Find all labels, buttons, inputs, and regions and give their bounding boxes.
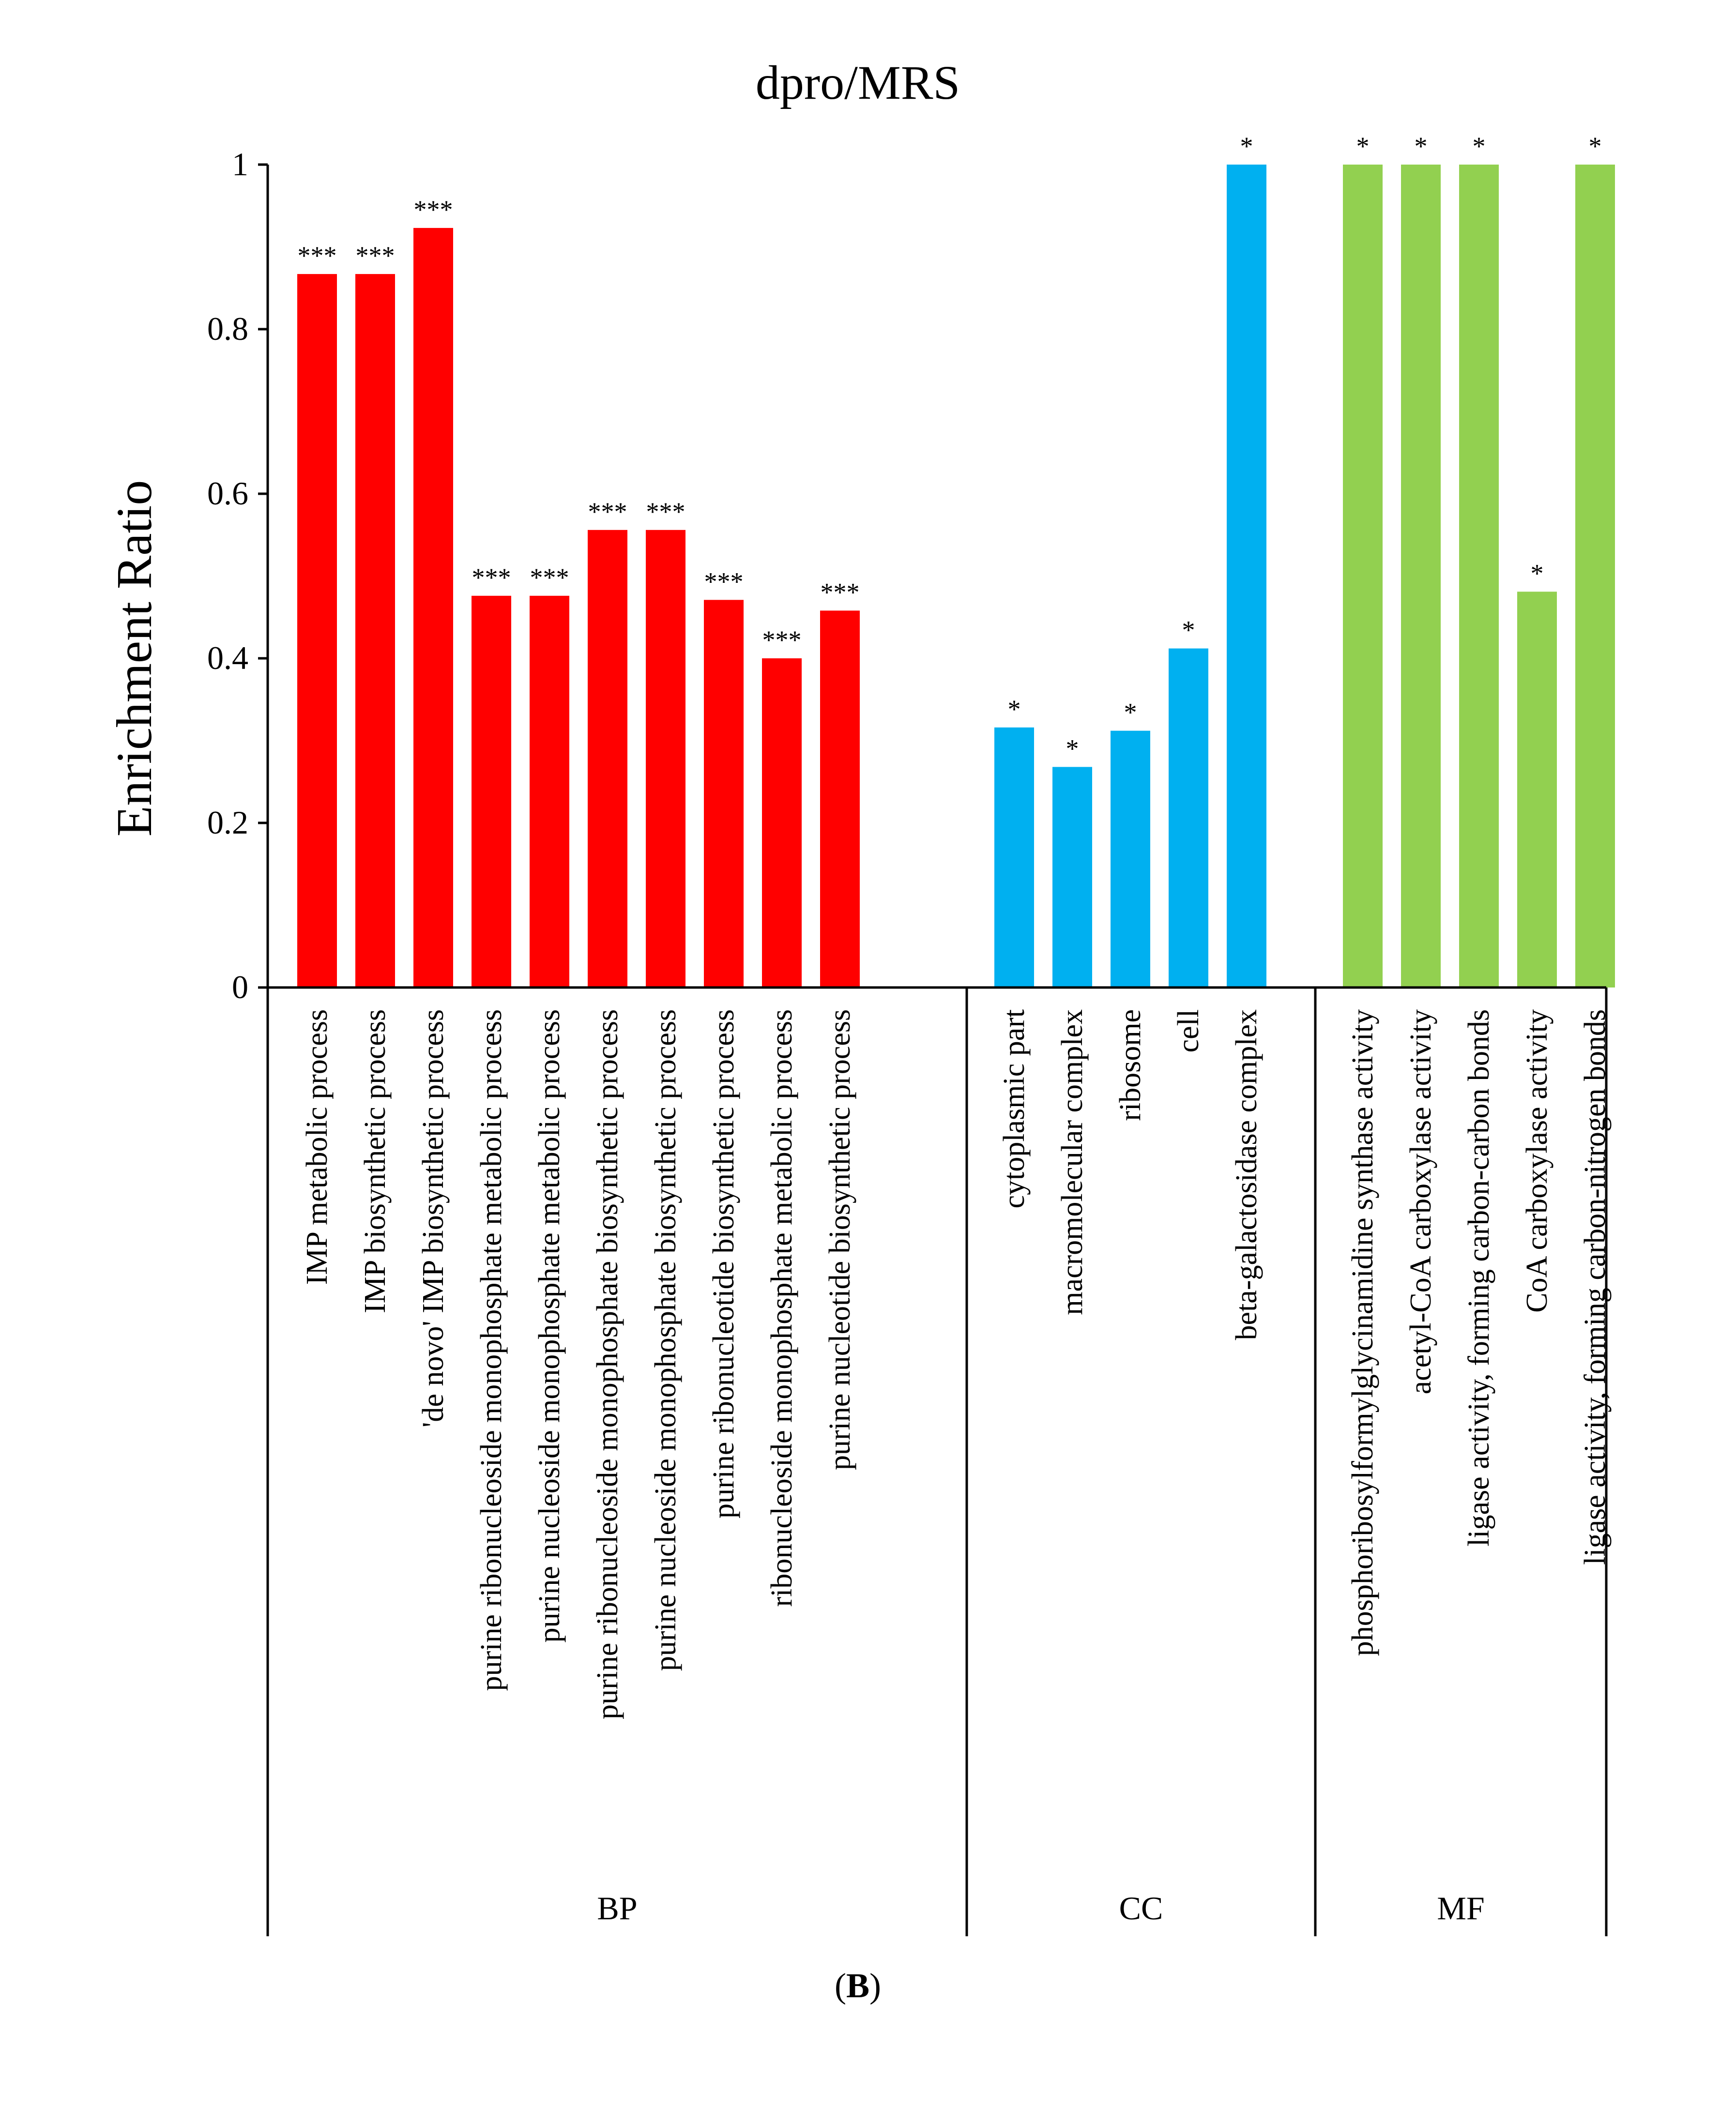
bar-bp bbox=[530, 595, 569, 987]
bar-bp bbox=[646, 530, 685, 987]
bar-cc bbox=[1052, 767, 1092, 987]
bar-bp bbox=[762, 658, 802, 987]
significance-marker: *** bbox=[762, 625, 802, 654]
panel-label-open: ( bbox=[835, 1966, 846, 2005]
category-label: beta-galactosidase complex bbox=[1230, 1009, 1263, 1340]
significance-marker: *** bbox=[298, 241, 337, 270]
y-tick-label: 0.4 bbox=[207, 639, 248, 676]
bar-bp bbox=[297, 274, 337, 987]
bar-bp bbox=[704, 600, 744, 987]
y-axis-label: Enrichment Ratio bbox=[107, 480, 162, 836]
significance-marker: * bbox=[1356, 132, 1370, 161]
bar-cc bbox=[1169, 648, 1208, 987]
bar-bp bbox=[413, 228, 453, 987]
significance-marker: *** bbox=[704, 567, 744, 596]
category-label: phosphoribosylformylglycinamidine syntha… bbox=[1346, 1009, 1379, 1656]
panel-label: (B) bbox=[835, 1966, 881, 2005]
significance-marker: *** bbox=[472, 563, 511, 592]
y-tick-label: 0 bbox=[232, 969, 248, 1005]
panel-label-close: ) bbox=[869, 1966, 881, 2005]
significance-marker: * bbox=[1473, 132, 1486, 161]
category-label: acetyl-CoA carboxylase activity bbox=[1404, 1009, 1437, 1394]
significance-marker: *** bbox=[646, 497, 685, 526]
significance-marker: * bbox=[1240, 132, 1253, 161]
category-label: purine nucleotide biosynthetic process bbox=[823, 1009, 856, 1470]
bar-mf bbox=[1343, 165, 1383, 987]
significance-marker: * bbox=[1008, 695, 1021, 724]
bar-mf bbox=[1575, 165, 1615, 987]
bar-bp bbox=[588, 530, 627, 987]
y-tick-label: 0.6 bbox=[207, 475, 248, 512]
category-label: purine nucleoside monophosphate biosynth… bbox=[649, 1009, 682, 1671]
bar-bp bbox=[472, 595, 511, 987]
significance-marker: * bbox=[1066, 734, 1079, 763]
significance-marker: * bbox=[1531, 559, 1544, 588]
y-tick-label: 0.2 bbox=[207, 804, 248, 841]
significance-marker: *** bbox=[588, 497, 627, 526]
panel-label-letter: B bbox=[846, 1966, 869, 2005]
category-label: ribonucleoside monophosphate metabolic p… bbox=[765, 1009, 798, 1607]
group-label-mf: MF bbox=[1437, 1890, 1484, 1927]
bar-mf bbox=[1459, 165, 1499, 987]
significance-marker: * bbox=[1182, 616, 1195, 645]
bar-mf bbox=[1401, 165, 1441, 987]
category-label: IMP biosynthetic process bbox=[359, 1009, 392, 1313]
significance-marker: *** bbox=[356, 241, 395, 270]
category-label: ribosome bbox=[1114, 1009, 1147, 1121]
category-label: CoA carboxylase activity bbox=[1521, 1009, 1553, 1313]
category-label: purine ribonucleotide biosynthetic proce… bbox=[707, 1009, 740, 1519]
category-label: purine nucleoside monophosphate metaboli… bbox=[533, 1009, 566, 1643]
bar-cc bbox=[994, 727, 1034, 987]
category-label: ligase activity, forming carbon-carbon b… bbox=[1462, 1009, 1495, 1547]
bar-cc bbox=[1227, 165, 1266, 987]
category-label: macromolecular complex bbox=[1056, 1009, 1089, 1315]
group-label-cc: CC bbox=[1119, 1890, 1163, 1927]
category-label: purine ribonucleoside monophosphate meta… bbox=[475, 1009, 508, 1691]
bars-layer: *** ********* ****** ***************** * * *** bbox=[297, 132, 1615, 987]
category-label: IMP metabolic process bbox=[301, 1009, 334, 1285]
category-label: purine ribonucleoside monophosphate bios… bbox=[591, 1009, 624, 1719]
y-tick-label: 0.8 bbox=[207, 310, 248, 347]
significance-marker: *** bbox=[530, 563, 569, 592]
significance-marker: * bbox=[1589, 132, 1602, 161]
category-labels-layer: IMP metabolic process IMP biosynthetic pr… bbox=[301, 1009, 1612, 1719]
y-tick-label: 1 bbox=[232, 146, 248, 182]
y-axis-ticks: 0 0.2 0.4 0.6 0.8 1 bbox=[207, 146, 268, 1005]
chart-title: dpro/MRS bbox=[756, 56, 960, 109]
group-labels-layer: BP CC MF bbox=[266, 987, 1608, 1936]
bar-mf bbox=[1517, 592, 1557, 987]
category-label: 'de novo' IMP biosynthetic process bbox=[417, 1009, 450, 1428]
bar-bp bbox=[355, 274, 395, 987]
category-label: cytoplasmic part bbox=[998, 1009, 1031, 1208]
significance-marker: *** bbox=[414, 195, 453, 224]
bar-cc bbox=[1111, 730, 1150, 987]
significance-marker: *** bbox=[821, 577, 860, 607]
significance-marker: * bbox=[1415, 132, 1428, 161]
category-label: cell bbox=[1172, 1009, 1205, 1053]
group-label-bp: BP bbox=[597, 1890, 637, 1927]
significance-marker: * bbox=[1124, 698, 1137, 727]
bar-bp bbox=[820, 610, 860, 987]
